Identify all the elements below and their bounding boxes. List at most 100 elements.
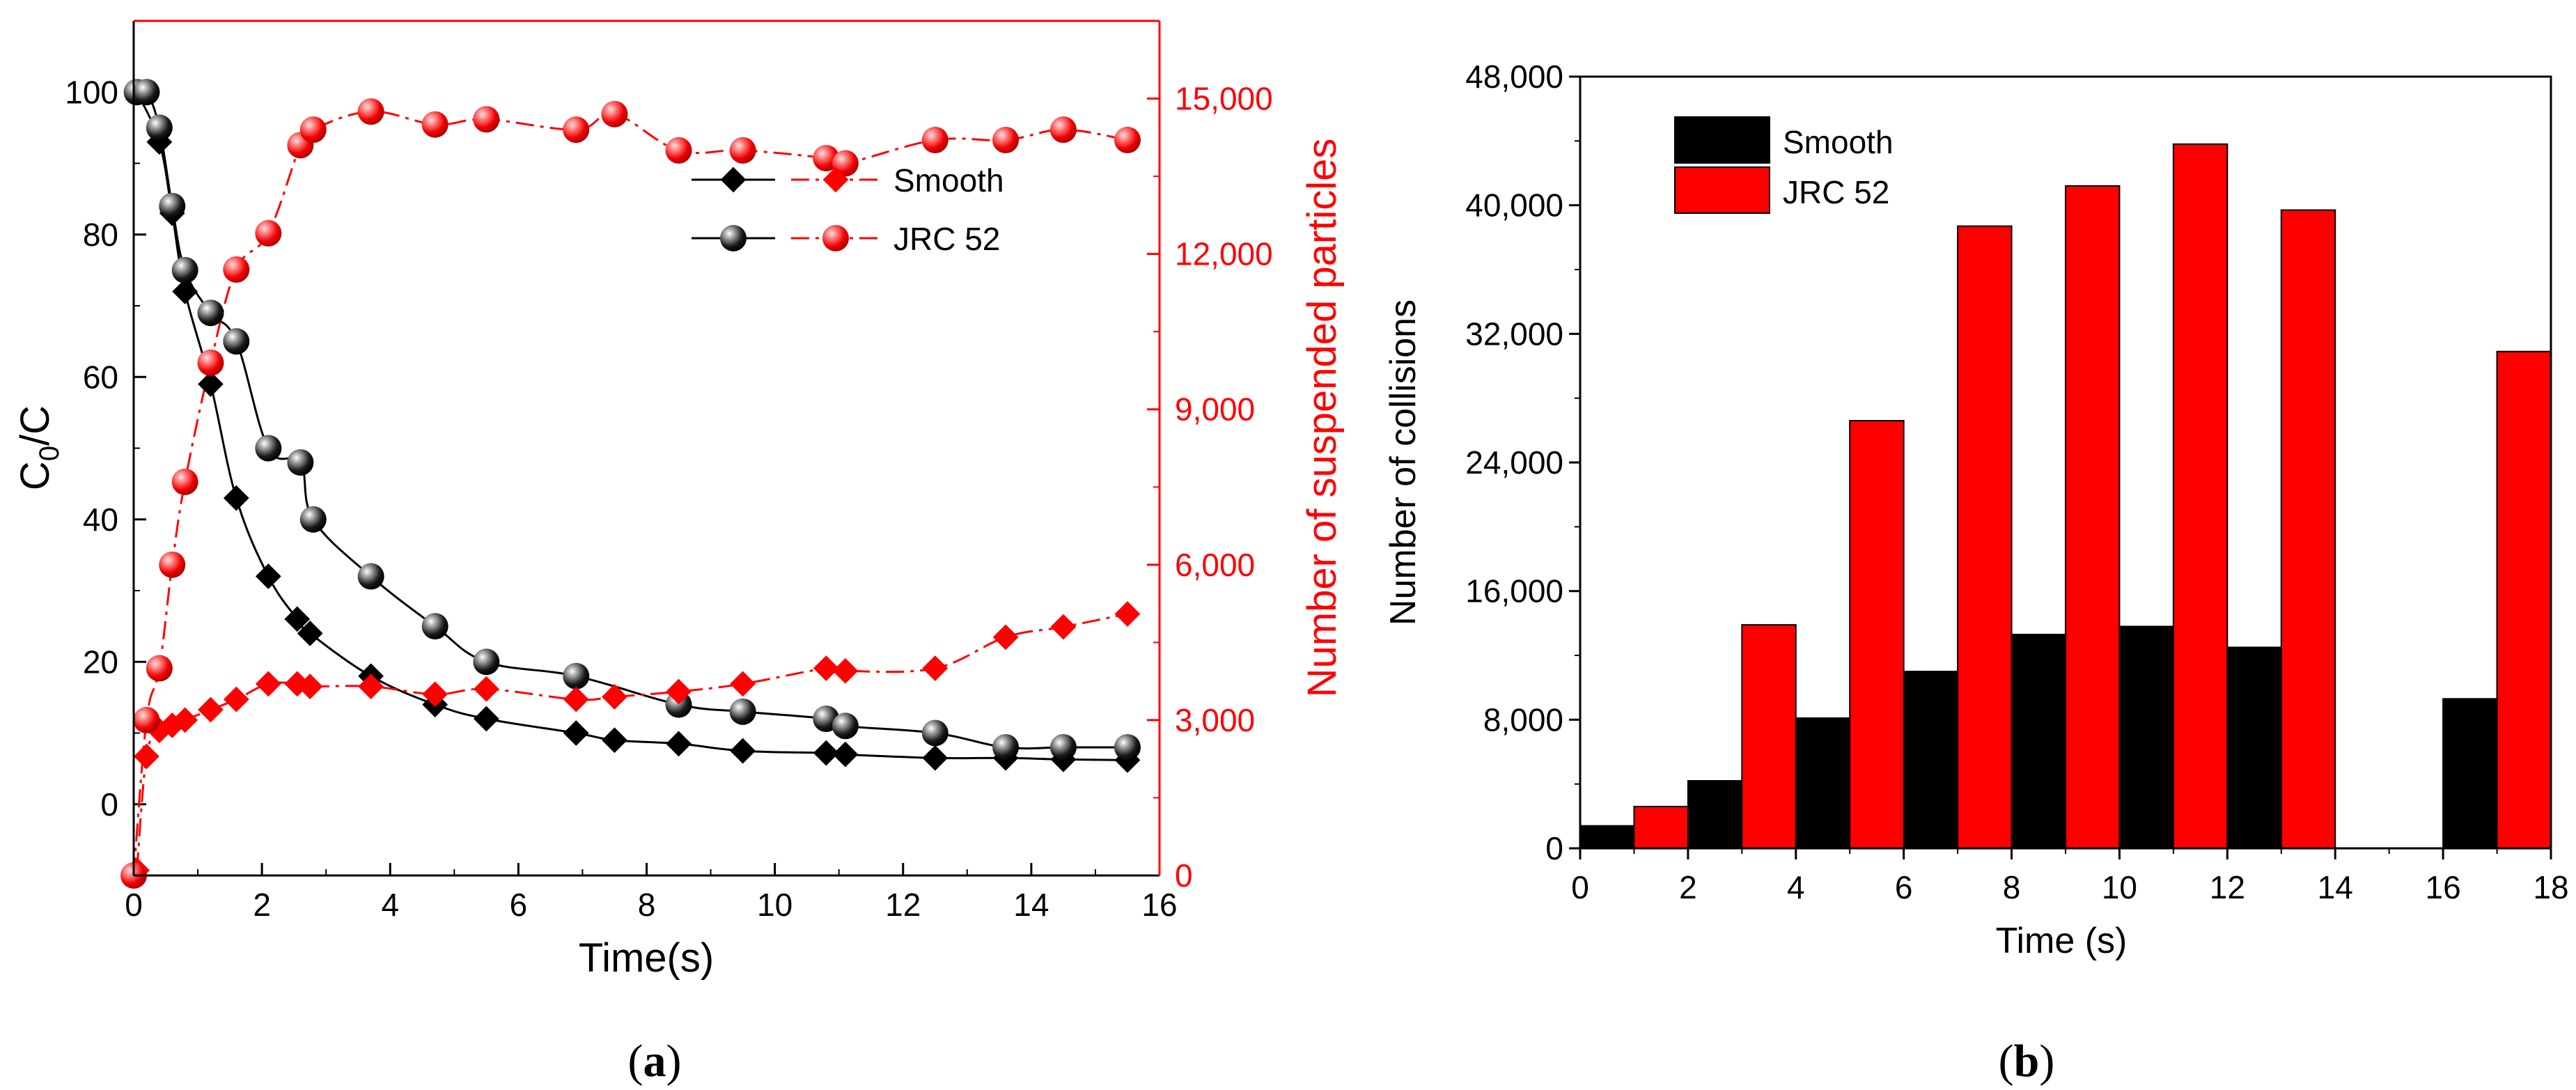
diamond-marker: [666, 678, 692, 705]
y-tick-label: 48,000: [1465, 59, 1563, 95]
panel-a-legend: Smooth JRC 52: [692, 162, 1004, 257]
panel-b-ticks: 0 2 4 6 8 10 12 14 16 18 0 8,000 16,000 24,000 32,000 4…: [1465, 59, 2568, 905]
diamond-marker: [284, 606, 311, 632]
sphere-marker: [665, 137, 692, 164]
x-tick-label: 8: [638, 887, 656, 923]
panel-b-caption: (b): [1999, 1036, 2055, 1087]
bar-jrc-52: [1741, 624, 1797, 849]
panel-a-right-y-axis-label: Number of suspended particles: [1299, 139, 1345, 698]
panel-a-series-lines: [132, 88, 1128, 876]
panel-a-ticks: 0 2 4 6 8 10 12 14 1602040608010003,0006,0009,00…: [65, 20, 1273, 923]
diamond-marker: [473, 676, 499, 702]
x-tick-label: 0: [125, 887, 143, 923]
sphere-marker: [133, 79, 160, 106]
sphere-marker: [563, 662, 590, 690]
sphere-marker: [299, 116, 327, 143]
legend-smooth-swatch: [1674, 116, 1770, 164]
y-tick-label: 0: [1545, 830, 1563, 866]
diamond-marker: [358, 674, 384, 699]
bar-smooth: [2226, 646, 2282, 849]
series-line: [136, 91, 1128, 761]
y-label-base: C: [13, 461, 58, 490]
bar-smooth: [1579, 825, 1635, 850]
panel-a-chart: 0 2 4 6 8 10 12 14 1602040608010003,0006,0009,00…: [13, 20, 1345, 1087]
diamond-marker: [198, 371, 224, 397]
diamond-marker: [1050, 614, 1077, 640]
sphere-marker: [133, 706, 160, 733]
y-right-tick-label: 6,000: [1175, 547, 1255, 583]
y-label-rest: /C: [13, 405, 58, 446]
sphere-marker: [357, 563, 384, 590]
panel-b-legend: Smooth JRC 52: [1674, 116, 1894, 214]
bar-jrc-52: [2496, 350, 2552, 850]
sphere-marker: [421, 111, 448, 138]
sphere-marker: [159, 551, 186, 578]
caption-close: ): [2039, 1036, 2054, 1087]
y-tick-label: 16,000: [1465, 573, 1563, 609]
bar-smooth: [1795, 717, 1851, 850]
sphere-marker: [197, 349, 224, 376]
sphere-marker: [921, 127, 949, 154]
bar-jrc-52: [1957, 225, 2013, 849]
legend-jrc-swatch: [1674, 166, 1770, 214]
diamond-marker: [813, 655, 839, 681]
diamond-marker: [992, 624, 1019, 651]
sphere-marker: [255, 435, 282, 462]
diamond-marker: [563, 686, 589, 713]
diamond-marker: [563, 720, 589, 746]
bar-smooth: [1687, 780, 1743, 850]
caption-open: (: [1999, 1036, 2014, 1087]
bar-jrc-52: [1633, 805, 1689, 849]
caption-close: ): [666, 1036, 682, 1087]
x-tick-label: 12: [2210, 869, 2245, 905]
y-tick-label: 32,000: [1465, 316, 1563, 352]
diamond-marker: [832, 741, 859, 768]
sphere-marker: [159, 192, 186, 219]
y-left-tick-label: 60: [83, 359, 118, 395]
sphere-marker: [832, 150, 859, 177]
panel-b-y-axis-label: Number of collisions: [1383, 299, 1423, 625]
diamond-marker: [172, 279, 198, 304]
x-tick-label: 14: [2318, 869, 2353, 905]
panel-a-x-axis-label: Time(s): [579, 935, 714, 981]
diamond-marker: [922, 745, 949, 771]
x-tick-label: 4: [1787, 869, 1805, 905]
sphere-marker: [729, 137, 756, 164]
y-label-sub: 0: [34, 446, 65, 461]
sphere-marker: [832, 713, 859, 740]
sphere-marker: [1049, 733, 1077, 761]
bar-jrc-52: [2172, 143, 2228, 849]
x-tick-label: 12: [885, 887, 921, 923]
y-left-tick-label: 40: [83, 501, 118, 538]
legend-jrc-label: JRC 52: [1783, 174, 1889, 210]
diamond-marker: [922, 655, 949, 681]
diamond-marker: [223, 686, 249, 713]
sphere-marker: [197, 299, 224, 327]
y-left-tick-label: 100: [65, 74, 118, 110]
series-line: [132, 110, 1128, 876]
sphere-marker: [171, 256, 198, 283]
diamond-marker: [473, 706, 499, 732]
x-tick-label: 2: [1679, 869, 1697, 905]
sphere-marker: [146, 114, 173, 141]
series-line: [136, 613, 1128, 871]
sphere-marker: [992, 733, 1020, 761]
panel-b-x-axis-label: Time (s): [1996, 921, 2128, 961]
diamond-marker: [255, 671, 281, 697]
x-tick-label: 0: [1571, 869, 1589, 905]
sphere-marker: [421, 613, 448, 640]
diamond-marker: [666, 731, 692, 757]
x-tick-label: 4: [381, 887, 399, 923]
sphere-marker: [473, 648, 500, 676]
x-tick-label: 6: [510, 887, 528, 923]
diamond-marker: [813, 740, 839, 766]
caption-open: (: [628, 1036, 643, 1087]
x-tick-label: 14: [1013, 887, 1049, 923]
x-tick-label: 8: [2003, 869, 2021, 905]
panel-a-left-y-axis-label: C0/C: [13, 405, 65, 490]
y-left-tick-label: 0: [100, 786, 118, 823]
panel-b-frame: [1579, 75, 2552, 850]
diamond-marker: [134, 743, 159, 770]
x-tick-label: 2: [253, 887, 271, 923]
legend-smooth-label: Smooth: [893, 162, 1004, 198]
